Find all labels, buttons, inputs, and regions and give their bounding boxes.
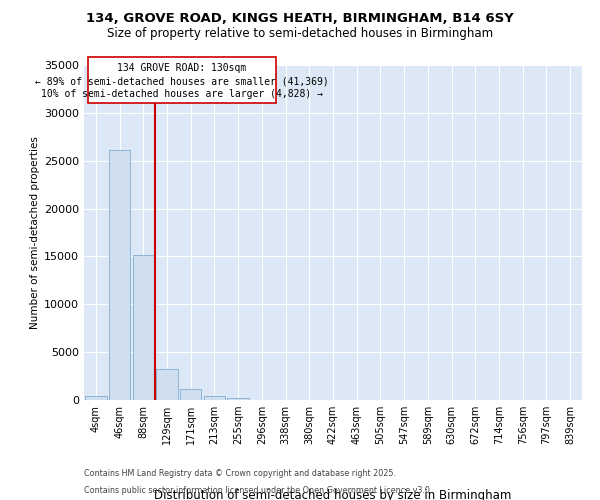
Bar (204, 396, 225, 400)
Bar (88, 58, 276, 104)
Text: Contains HM Land Registry data © Crown copyright and database right 2025.: Contains HM Land Registry data © Crown c… (84, 468, 396, 477)
Text: Contains public sector information licensed under the Open Government Licence v3: Contains public sector information licen… (84, 486, 433, 495)
Text: 134 GROVE ROAD: 130sqm: 134 GROVE ROAD: 130sqm (117, 63, 247, 73)
Bar (227, 398, 249, 400)
Text: Size of property relative to semi-detached houses in Birmingham: Size of property relative to semi-detach… (107, 28, 493, 40)
Bar (180, 388, 202, 400)
Bar (109, 150, 130, 400)
Y-axis label: Number of semi-detached properties: Number of semi-detached properties (30, 136, 40, 329)
Text: 134, GROVE ROAD, KINGS HEATH, BIRMINGHAM, B14 6SY: 134, GROVE ROAD, KINGS HEATH, BIRMINGHAM… (86, 12, 514, 26)
Text: ← 89% of semi-detached houses are smaller (41,369): ← 89% of semi-detached houses are smalle… (35, 76, 329, 86)
Text: 10% of semi-detached houses are larger (4,828) →: 10% of semi-detached houses are larger (… (41, 90, 323, 100)
X-axis label: Distribution of semi-detached houses by size in Birmingham: Distribution of semi-detached houses by … (154, 489, 512, 500)
Bar (157, 370, 178, 400)
Bar (85, 396, 107, 400)
Bar (133, 254, 154, 400)
